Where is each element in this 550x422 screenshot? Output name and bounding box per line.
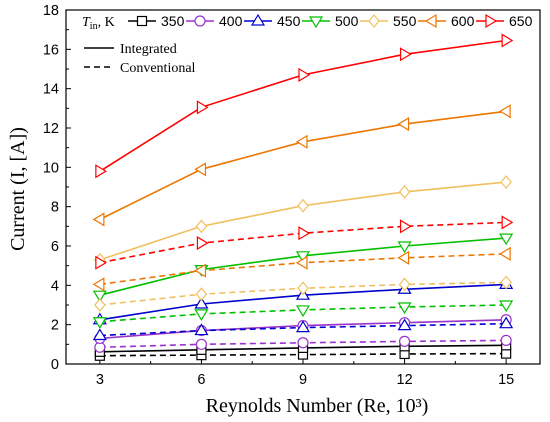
series-550-conventional-point	[297, 281, 309, 296]
series-500-integrated-point	[499, 233, 514, 246]
legend-450-marker	[250, 13, 266, 26]
legend-650-label: 650	[509, 13, 533, 29]
series-600-conventional-point	[397, 250, 410, 265]
series-350-conventional-point	[501, 348, 512, 359]
series-650-conventional-point	[196, 235, 209, 251]
series-500-conventional-point	[194, 309, 209, 322]
series-450-conventional-point	[92, 328, 107, 341]
y-tick-label: 14	[43, 82, 59, 98]
series-600-conventional-point	[194, 263, 207, 278]
x-tick-label: 3	[96, 372, 104, 388]
series-600-conventional-point	[498, 246, 511, 261]
legend-400-marker	[194, 15, 206, 27]
series-550-integrated-point	[398, 184, 411, 199]
series-550-integrated-point	[297, 198, 309, 213]
y-tick-label: 12	[43, 121, 59, 137]
series-650-conventional-point	[298, 226, 311, 241]
series-500-conventional-point	[295, 305, 311, 318]
y-tick-label: 10	[43, 160, 59, 176]
series-500-conventional-point	[92, 317, 107, 329]
legend-integrated-label: Integrated	[120, 42, 177, 57]
series-500-conventional-point	[499, 300, 514, 313]
x-tick-label: 9	[299, 372, 307, 388]
series-650-integrated-point	[399, 47, 412, 62]
x-tick-label: 6	[197, 372, 205, 388]
series-400-conventional-point	[195, 338, 208, 350]
y-tick-label: 2	[51, 318, 59, 334]
series-650-integrated-point	[501, 33, 514, 48]
series-650-conventional-point	[399, 219, 412, 234]
series-450-conventional-point	[499, 316, 514, 329]
series-650-integrated-point	[196, 100, 209, 115]
y-tick-label: 6	[51, 239, 59, 255]
series-600-integrated-point	[92, 212, 105, 227]
legend-550-label: 550	[393, 13, 417, 29]
series-600-integrated-point	[397, 117, 410, 132]
legend-title: Tin, K	[82, 15, 115, 32]
series-500-integrated-point	[397, 241, 412, 254]
series-650-conventional-point	[95, 255, 108, 270]
series-550-integrated-point	[500, 175, 512, 190]
series-550-conventional-point	[195, 287, 208, 302]
legend-500-label: 500	[335, 13, 359, 29]
series-600-integrated-point	[498, 104, 511, 119]
legend-350-marker	[136, 15, 148, 27]
series-600-conventional-point	[295, 255, 308, 270]
series-550-integrated-point	[195, 219, 208, 234]
series-400-conventional-point	[297, 337, 309, 349]
series-450-conventional-point	[397, 318, 412, 331]
legend-600-label: 600	[451, 13, 475, 29]
series-600-conventional-point	[92, 277, 105, 292]
legend-500-marker	[308, 16, 324, 29]
series-400-conventional-point	[398, 335, 411, 347]
legend-550-marker	[368, 14, 380, 28]
legend-600-marker	[424, 13, 437, 29]
y-tick-label: 16	[43, 42, 59, 58]
y-tick-label: 4	[51, 278, 59, 294]
y-tick-label: 18	[43, 3, 59, 19]
series-550-integrated-line	[99, 181, 507, 261]
series-550-conventional-point	[398, 277, 411, 292]
series-500-integrated-point	[92, 290, 107, 303]
x-tick-label: 12	[397, 372, 413, 388]
series-650-conventional-point	[501, 215, 514, 230]
series-400-conventional-point	[500, 334, 512, 346]
x-tick-label: 15	[498, 372, 514, 388]
legend-450-label: 450	[277, 13, 301, 29]
series-500-conventional-point	[397, 302, 412, 315]
series-650-integrated-point	[298, 67, 311, 82]
series-600-integrated-point	[194, 162, 207, 177]
series-600-integrated-point	[295, 134, 308, 149]
series-550-conventional-point	[94, 298, 106, 312]
y-axis-title: Current (I, [A])	[7, 127, 29, 251]
series-450-conventional-point	[194, 323, 209, 336]
legend-conventional-label: Conventional	[120, 61, 196, 76]
y-tick-label: 8	[51, 200, 59, 216]
series-650-integrated-point	[95, 164, 108, 179]
series-550-conventional-point	[500, 275, 512, 290]
y-tick-label: 0	[51, 357, 59, 373]
series-450-integrated-point	[194, 296, 209, 309]
legend-400-label: 400	[219, 13, 243, 29]
x-axis-title: Reynolds Number (Re, 10³)	[206, 395, 429, 417]
legend-350-label: 350	[161, 13, 185, 29]
legend-650-marker	[485, 13, 498, 29]
series-450-conventional-point	[295, 320, 311, 333]
